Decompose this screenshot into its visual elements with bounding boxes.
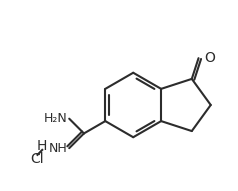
Text: NH: NH bbox=[49, 142, 67, 155]
Text: O: O bbox=[204, 51, 215, 65]
Text: H: H bbox=[37, 139, 47, 153]
Text: Cl: Cl bbox=[31, 152, 44, 166]
Text: H₂N: H₂N bbox=[44, 112, 67, 125]
